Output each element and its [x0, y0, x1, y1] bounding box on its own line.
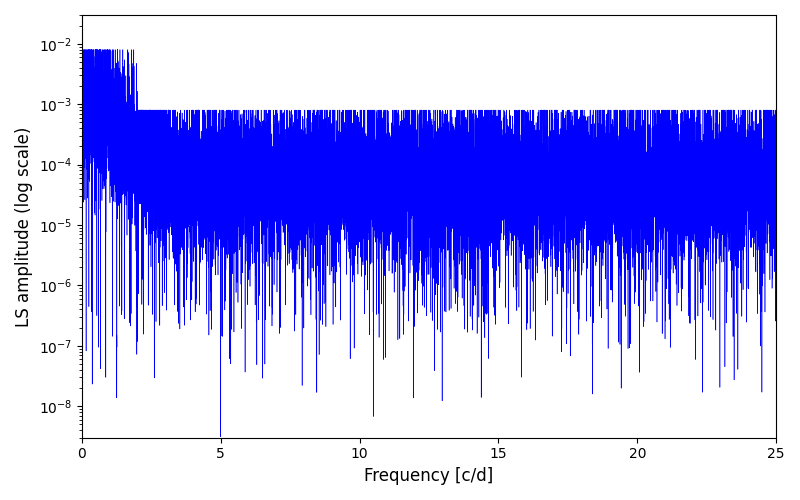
Y-axis label: LS amplitude (log scale): LS amplitude (log scale): [15, 126, 33, 326]
X-axis label: Frequency [c/d]: Frequency [c/d]: [364, 467, 494, 485]
